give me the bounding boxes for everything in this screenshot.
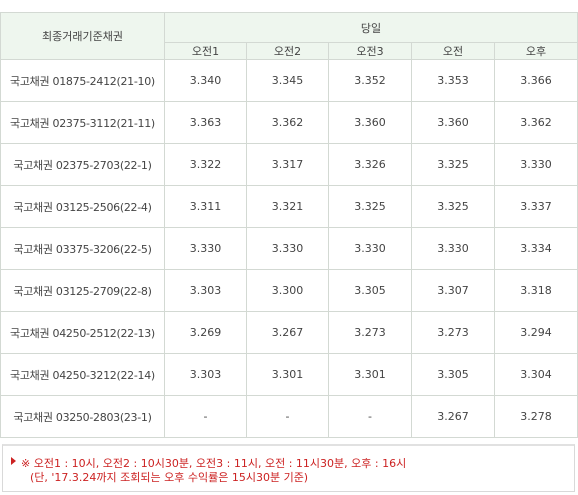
- bond-name-cell: 국고채권 04250-3212(22-14): [0, 353, 165, 396]
- table-row: 국고채권 02375-2703(22-1) 3.322 3.317 3.326 3.32…: [0, 143, 578, 186]
- footnote-line-1: ※ 오전1 : 10시, 오전2 : 10시30분, 오전3 : 11시, 오전…: [21, 457, 407, 470]
- bond-rates-table: 최종거래기준채권 당일 오전1 오전2 오전3 오전 오후 국고채권 01875…: [0, 12, 578, 438]
- yield-cell: 3.330: [164, 227, 247, 270]
- yield-cell: 3.267: [411, 395, 495, 438]
- yield-cell: 3.352: [328, 59, 412, 102]
- table-row: 국고채권 03250-2803(23-1) - - -3.267 3.278: [0, 395, 578, 438]
- yield-cell: 3.330: [411, 227, 495, 270]
- column-header-am2: 오전2: [246, 42, 329, 60]
- bond-name-cell: 국고채권 03375-3206(22-5): [0, 227, 165, 270]
- footnote-box: ※ 오전1 : 10시, 오전2 : 10시30분, 오전3 : 11시, 오전…: [2, 444, 575, 492]
- yield-cell: 3.278: [494, 395, 578, 438]
- yield-cell: 3.362: [246, 101, 329, 144]
- table-row: 국고채권 03125-2506(22-4) 3.311 3.321 3.325 3.32…: [0, 185, 578, 228]
- yield-cell: 3.366: [494, 59, 578, 102]
- bond-name-cell: 국고채권 04250-2512(22-13): [0, 311, 165, 354]
- yield-cell: 3.330: [246, 227, 329, 270]
- yield-cell: 3.340: [164, 59, 247, 102]
- yield-cell: -: [164, 395, 247, 438]
- yield-cell: 3.353: [411, 59, 495, 102]
- footnote-line-2: (단, '17.3.24까지 조회되는 오후 수익률은 15시30분 기준): [30, 471, 309, 484]
- yield-cell: 3.300: [246, 269, 329, 312]
- bond-column-header: 최종거래기준채권: [0, 12, 165, 60]
- yield-cell: 3.305: [411, 353, 495, 396]
- footnote-time-legend: ※ 오전1 : 10시, 오전2 : 10시30분, 오전3 : 11시, 오전…: [11, 455, 407, 471]
- yield-cell: 3.318: [494, 269, 578, 312]
- bond-name-cell: 국고채권 03125-2709(22-8): [0, 269, 165, 312]
- yield-cell: 3.294: [494, 311, 578, 354]
- yield-cell: 3.330: [494, 143, 578, 186]
- yield-cell: 3.267: [246, 311, 329, 354]
- yield-cell: 3.325: [411, 185, 495, 228]
- bond-name-cell: 국고채권 02375-2703(22-1): [0, 143, 165, 186]
- table-row: 국고채권 02375-3112(21-11) 3.363 3.362 3.360 3.3…: [0, 101, 578, 144]
- yield-cell: 3.273: [328, 311, 412, 354]
- column-header-pm: 오후: [494, 42, 578, 60]
- yield-cell: 3.301: [328, 353, 412, 396]
- bond-name-cell: 국고채권 03125-2506(22-4): [0, 185, 165, 228]
- yield-cell: 3.325: [411, 143, 495, 186]
- yield-cell: 3.322: [164, 143, 247, 186]
- column-header-am3: 오전3: [328, 42, 412, 60]
- yield-cell: 3.362: [494, 101, 578, 144]
- yield-cell: 3.345: [246, 59, 329, 102]
- yield-cell: 3.360: [411, 101, 495, 144]
- yield-cell: 3.273: [411, 311, 495, 354]
- yield-cell: 3.360: [328, 101, 412, 144]
- yield-cell: 3.330: [328, 227, 412, 270]
- yield-cell: 3.304: [494, 353, 578, 396]
- yield-cell: -: [328, 395, 412, 438]
- bond-name-cell: 국고채권 01875-2412(21-10): [0, 59, 165, 102]
- table-row: 국고채권 03125-2709(22-8) 3.303 3.300 3.305 3.30…: [0, 269, 578, 312]
- yield-cell: 3.334: [494, 227, 578, 270]
- same-day-group-header: 당일: [164, 12, 578, 43]
- table-row: 국고채권 03375-3206(22-5) 3.330 3.330 3.330 3.33…: [0, 227, 578, 270]
- bond-name-cell: 국고채권 03250-2803(23-1): [0, 395, 165, 438]
- column-header-am1: 오전1: [164, 42, 247, 60]
- yield-cell: 3.317: [246, 143, 329, 186]
- table-row: 국고채권 04250-2512(22-13) 3.269 3.267 3.273 3.2…: [0, 311, 578, 354]
- yield-cell: 3.321: [246, 185, 329, 228]
- yield-cell: 3.269: [164, 311, 247, 354]
- yield-cell: 3.303: [164, 269, 247, 312]
- yield-cell: -: [246, 395, 329, 438]
- yield-cell: 3.301: [246, 353, 329, 396]
- bond-name-cell: 국고채권 02375-3112(21-11): [0, 101, 165, 144]
- table-row: 국고채권 01875-2412(21-10) 3.340 3.345 3.352 3.3…: [0, 59, 578, 102]
- yield-cell: 3.325: [328, 185, 412, 228]
- arrow-bullet-icon: [11, 457, 16, 465]
- yield-cell: 3.326: [328, 143, 412, 186]
- table-row: 국고채권 04250-3212(22-14) 3.303 3.301 3.301 3.3…: [0, 353, 578, 396]
- yield-cell: 3.337: [494, 185, 578, 228]
- column-header-am: 오전: [411, 42, 495, 60]
- yield-cell: 3.307: [411, 269, 495, 312]
- yield-cell: 3.363: [164, 101, 247, 144]
- yield-cell: 3.305: [328, 269, 412, 312]
- yield-cell: 3.311: [164, 185, 247, 228]
- yield-cell: 3.303: [164, 353, 247, 396]
